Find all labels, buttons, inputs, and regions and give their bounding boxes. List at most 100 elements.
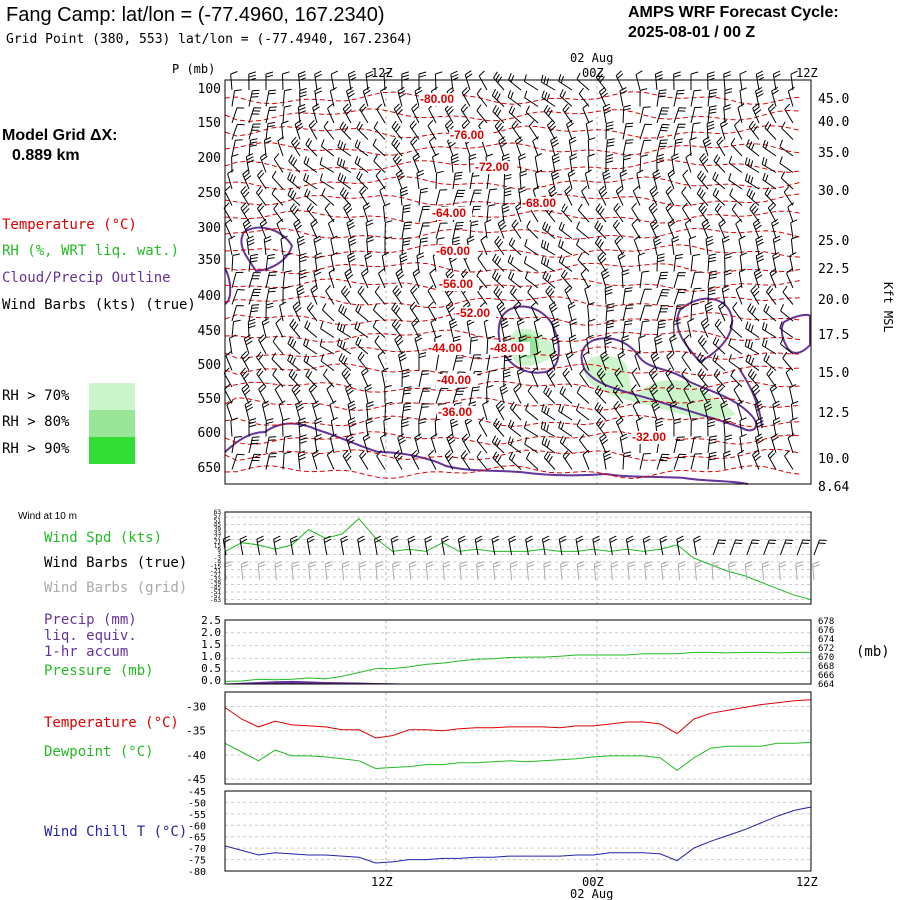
sounding-barb-172 — [259, 152, 268, 173]
sounding-barb-6 — [330, 70, 339, 91]
wind-grid-barb-33 — [778, 561, 787, 581]
sounding-barb-2 — [265, 71, 274, 90]
temperature-contours — [224, 91, 802, 480]
sounding-barb-409 — [248, 272, 261, 289]
sounding-barb-294 — [595, 203, 607, 223]
sounding-barb-399 — [656, 253, 665, 272]
sounding-barb-136 — [231, 139, 243, 157]
sounding-barb-578 — [225, 350, 233, 371]
sounding-barb-681 — [244, 400, 254, 421]
sounding-barb-200 — [728, 155, 743, 173]
sounding-barb-373 — [790, 235, 799, 256]
sounding-barb-3 — [282, 71, 290, 91]
temp-contour-12 — [224, 295, 802, 309]
sounding-barb-791 — [376, 450, 386, 470]
sounding-barb-223 — [550, 169, 560, 190]
sounding-barb-271 — [783, 186, 794, 206]
sounding-barb-727 — [450, 417, 459, 437]
pressure-tick-200: 200 — [198, 151, 221, 166]
wind-grid-barb-16 — [492, 561, 501, 581]
sounding-barb-282 — [401, 204, 411, 223]
temp-label-bg-12 — [631, 431, 672, 444]
sounding-barb-654 — [364, 384, 373, 404]
wind-panel: Wind at 10 m Wind Spd (kts) Wind Barbs (… — [18, 509, 827, 605]
sounding-barb-741 — [690, 418, 699, 437]
sounding-barb-190 — [569, 153, 578, 173]
sounding-barb-778 — [739, 433, 747, 454]
sounding-barb-800 — [525, 451, 539, 470]
sounding-barb-712 — [772, 400, 781, 421]
sounding-barb-446 — [296, 285, 305, 305]
sounding-barb-425 — [508, 271, 522, 289]
sounding-barb-507 — [747, 303, 760, 322]
sounding-barb-97 — [723, 104, 731, 124]
wc-tick-2: -55 — [188, 810, 206, 821]
sounding-barb-615 — [272, 368, 284, 388]
sounding-barb-580 — [256, 351, 267, 371]
sounding-barb-226 — [602, 169, 611, 190]
sounding-barb-201 — [744, 157, 760, 173]
sounding-barb-204 — [227, 169, 234, 190]
sounding-barb-216 — [435, 170, 444, 190]
sounding-barb-363 — [614, 235, 624, 256]
forecast-cycle: AMPS WRF Forecast Cycle: 2025-08-01 / 00… — [628, 3, 839, 43]
sounding-barb-156 — [568, 136, 577, 157]
sounding-barb-702 — [594, 401, 607, 421]
sounding-barb-325 — [542, 221, 556, 239]
sounding-ylabel: P (mb) — [172, 62, 215, 76]
sounding-barb-26 — [673, 71, 681, 91]
sounding-barb-123 — [585, 120, 594, 140]
sounding-barb-317 — [418, 222, 431, 239]
temp-tick-0: -30 — [186, 701, 206, 714]
sounding-barb-321 — [484, 219, 492, 239]
sounding-barb-629 — [516, 367, 525, 388]
sounding-barb-349 — [384, 236, 393, 255]
sounding-barb-760 — [430, 433, 438, 454]
sounding-barb-162 — [673, 138, 683, 157]
sounding-barb-496 — [567, 301, 576, 322]
sounding-barb-548 — [287, 336, 301, 355]
sounding-barb-310 — [293, 218, 303, 239]
sounding-barb-638 — [665, 367, 675, 388]
wind-barbs-grid — [224, 561, 820, 581]
sounding-barb-111 — [373, 121, 386, 140]
sounding-barb-756 — [362, 433, 371, 454]
sounding-barb-480 — [292, 301, 302, 322]
sounding-barb-451 — [374, 285, 386, 305]
sounding-barb-786 — [297, 450, 306, 470]
sounding-barb-590 — [435, 353, 446, 371]
sounding-barb-17 — [508, 73, 522, 91]
sounding-barb-493 — [513, 301, 522, 322]
sounding-barb-711 — [754, 400, 763, 421]
sounding-barb-540 — [729, 320, 743, 338]
sounding-barb-523 — [448, 317, 458, 338]
sounding-barb-41 — [346, 86, 355, 107]
sounding-barb-131 — [720, 119, 728, 140]
sounding-barb-295 — [613, 202, 624, 223]
sounding-barb-385 — [416, 252, 425, 272]
wind-grid-barb-22 — [593, 561, 602, 581]
sounding-barb-645 — [785, 367, 794, 388]
sounding-barb-653 — [345, 383, 354, 404]
sounding-barb-777 — [724, 434, 733, 454]
sounding-barb-240 — [255, 186, 267, 206]
sounding-barb-618 — [322, 368, 335, 388]
wind-chill-line — [224, 806, 812, 864]
sounding-barb-689 — [384, 401, 393, 421]
wind-tick-13: -15 — [210, 564, 221, 571]
sounding-barb-19 — [540, 74, 556, 91]
wind-grid-barb-27 — [677, 561, 686, 581]
sounding-barb-478 — [265, 302, 274, 322]
temp-contour-11 — [224, 277, 802, 293]
sounding-barb-39 — [314, 87, 323, 107]
sounding-barb-547 — [272, 335, 284, 355]
temp-contour-21 — [224, 448, 802, 462]
sounding-barb-94 — [673, 107, 687, 124]
sounding-barb-280 — [362, 202, 371, 223]
sounding-barb-731 — [507, 419, 522, 437]
sounding-barb-7 — [347, 70, 357, 91]
temp-contour-3 — [224, 142, 802, 156]
sounding-barb-400 — [673, 253, 683, 272]
wind-chill-panel: Wind Chill T (°C) -45-50-55-60-65-70-75-… — [44, 787, 818, 900]
wind-tick-10: 3 — [217, 551, 221, 558]
